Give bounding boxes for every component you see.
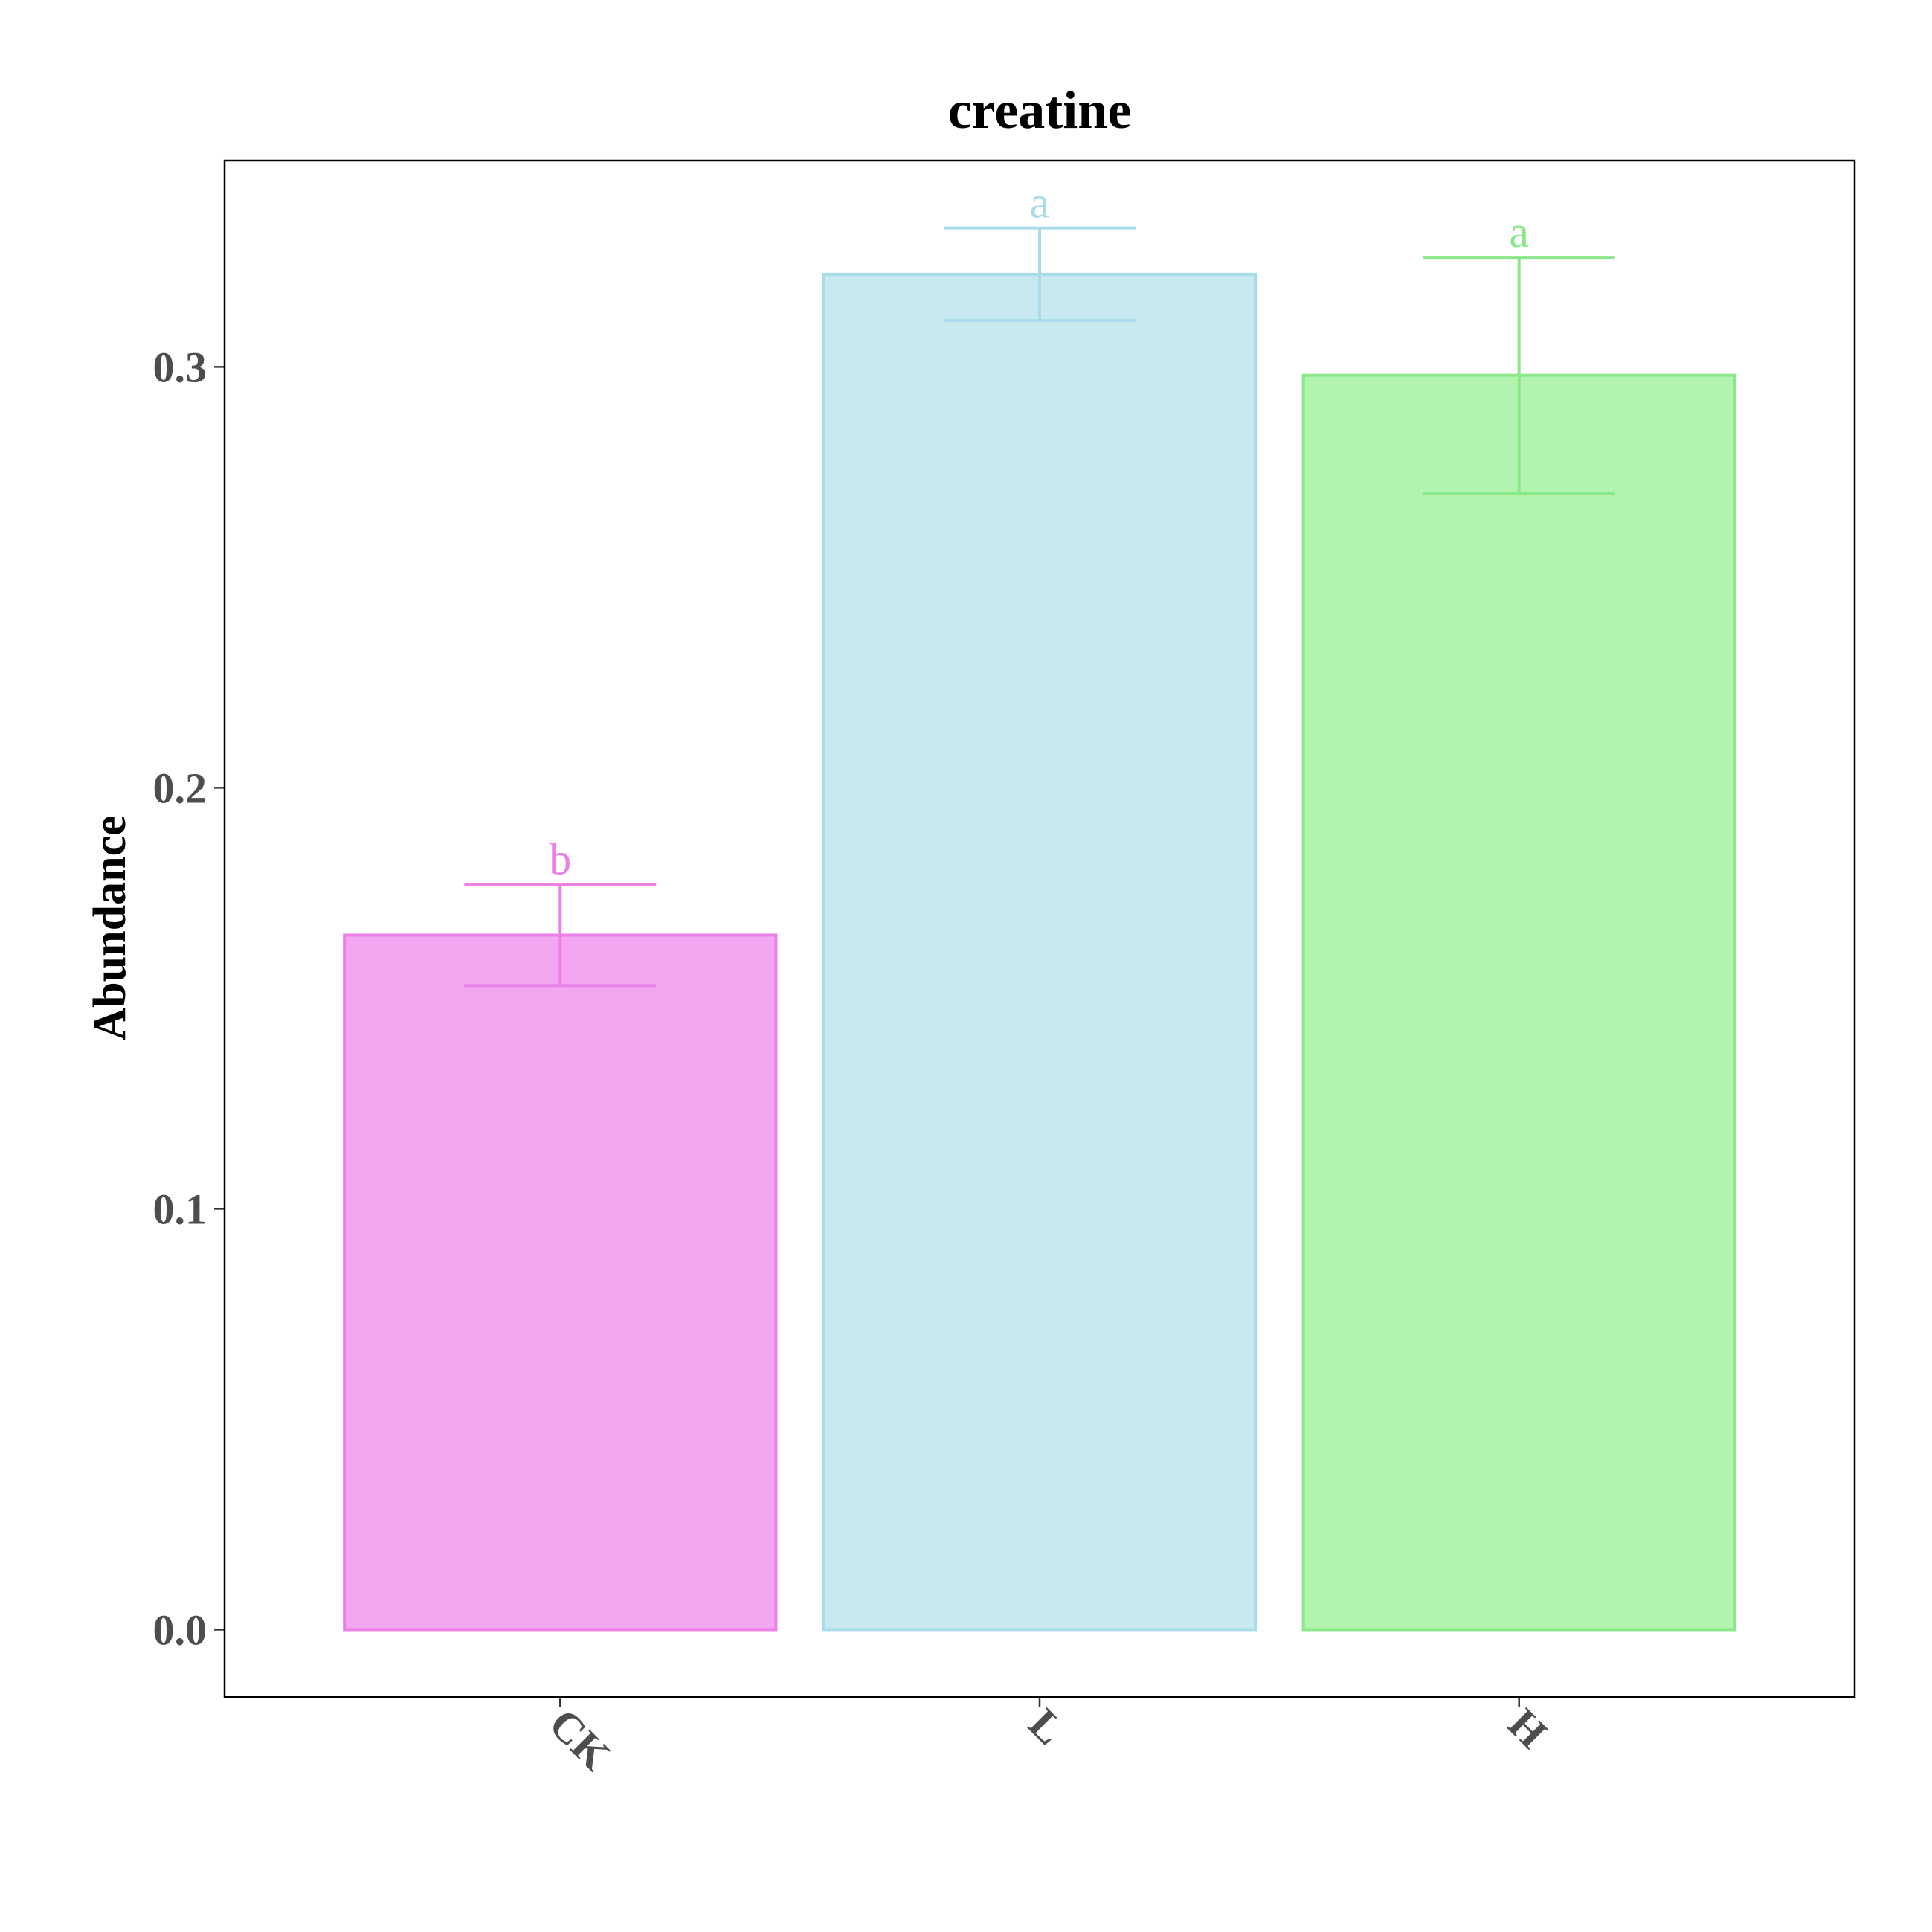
significance-label-CK: b xyxy=(549,835,571,884)
significance-label-L: a xyxy=(1030,178,1050,228)
chart-title: creatine xyxy=(948,80,1132,140)
bar-H xyxy=(1301,373,1736,1632)
y-tick-label-0.1: 0.1 xyxy=(153,1185,207,1233)
x-tick-label-H: H xyxy=(1499,1699,1557,1757)
y-axis-label: Abundance xyxy=(85,815,135,1040)
x-tick-label-L: L xyxy=(1020,1699,1074,1754)
y-tick-label-0.2: 0.2 xyxy=(153,764,207,812)
y-tick-label-0.3: 0.3 xyxy=(153,343,207,391)
x-tick-label-CK: CK xyxy=(540,1699,619,1779)
significance-label-H: a xyxy=(1509,207,1529,257)
bar-L xyxy=(822,272,1258,1632)
bar-CK xyxy=(343,933,778,1632)
y-tick-label-0.0: 0.0 xyxy=(153,1606,207,1654)
plot-area: b CK a La H 0.0 0.1 0.2 0.3 xyxy=(153,178,1736,1780)
plot-border xyxy=(223,159,1856,1698)
